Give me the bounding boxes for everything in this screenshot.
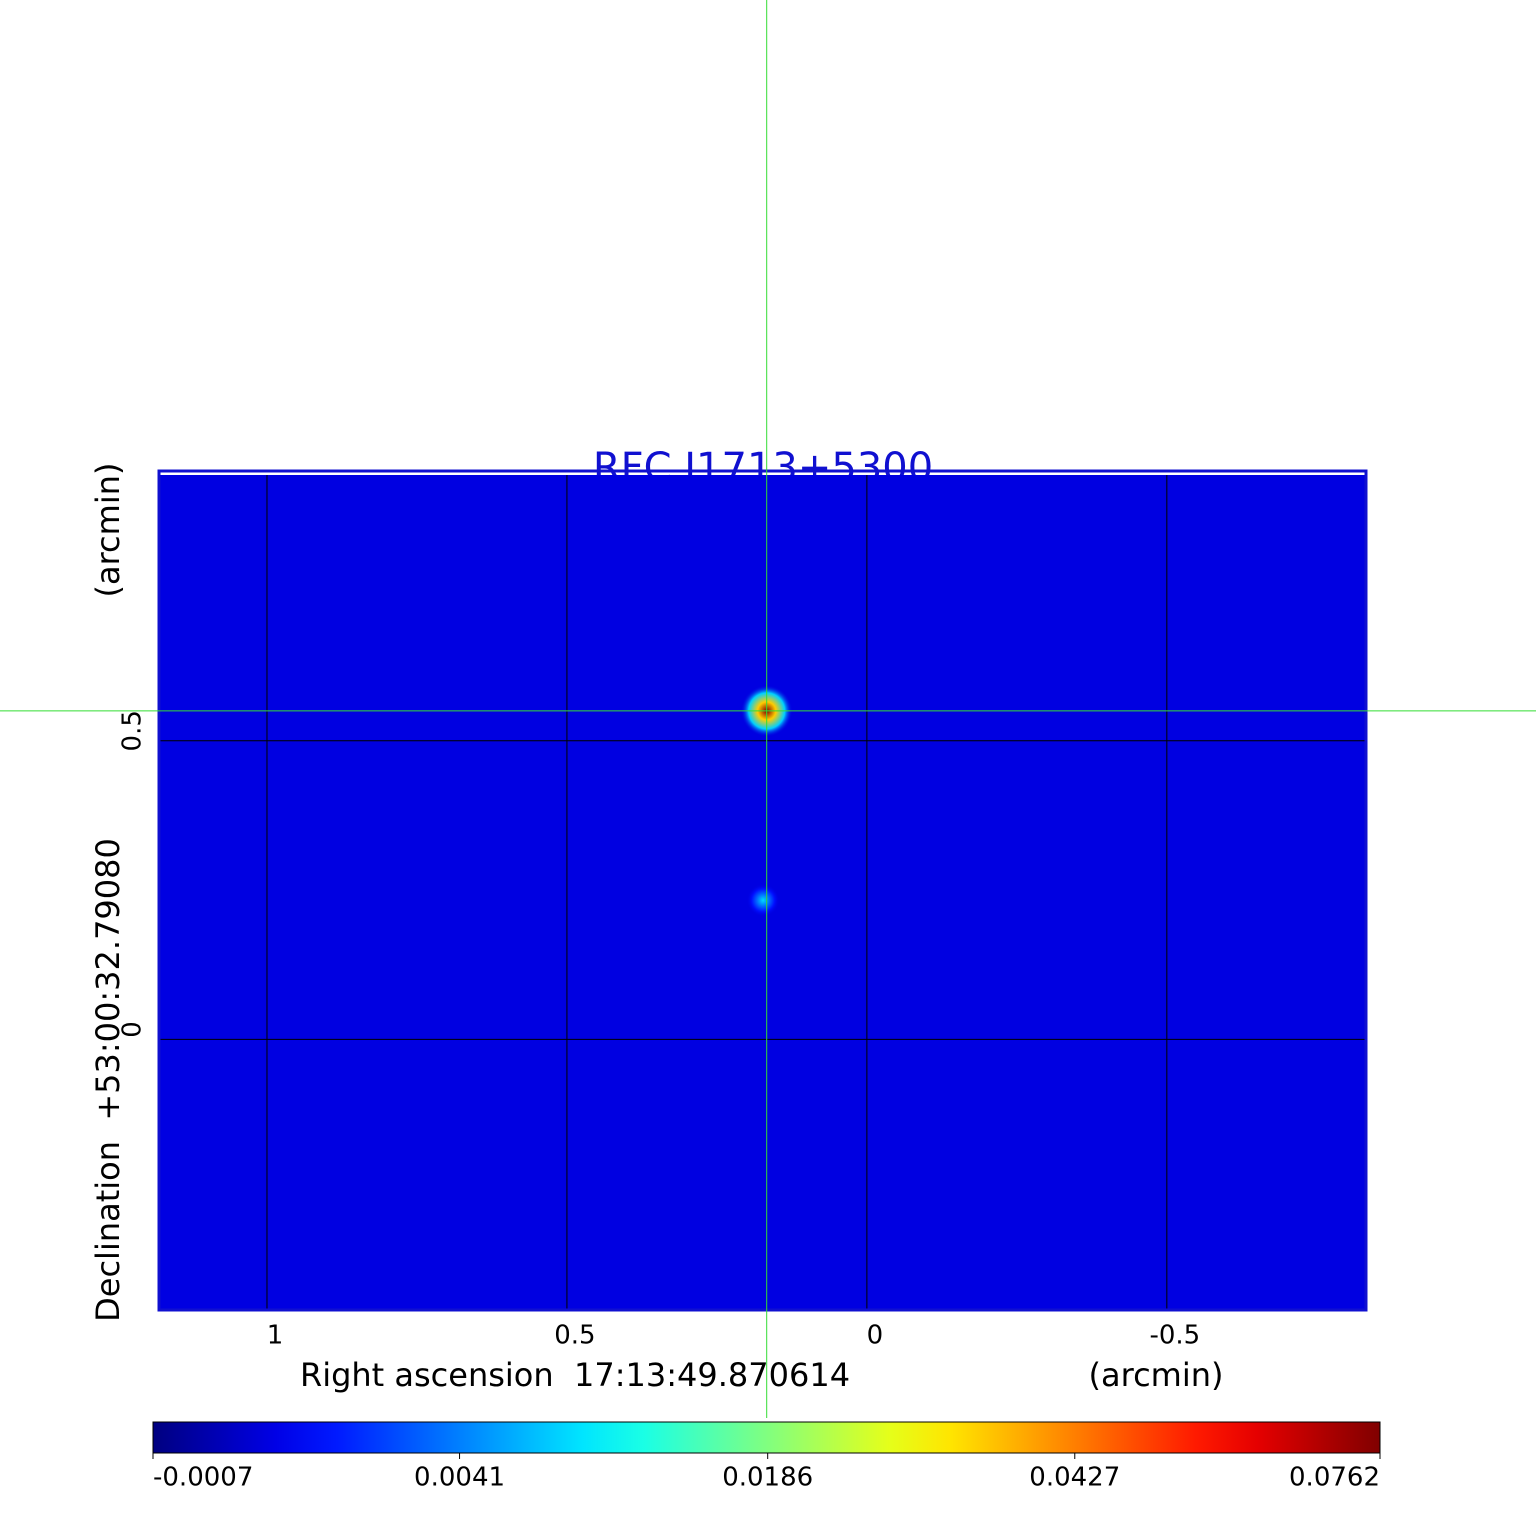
x-axis-label: Right ascension 17:13:49.870614: [300, 1356, 850, 1394]
x-tick-label: 0: [867, 1321, 884, 1351]
x-axis-unit: (arcmin): [1089, 1356, 1224, 1394]
y-axis-label: Declination +53:00:32.79080: [89, 838, 127, 1322]
colorbar-tick-label: 0.0762: [1289, 1463, 1380, 1493]
plot-frame: [157, 469, 1368, 1312]
y-axis-unit: (arcmin): [89, 463, 127, 598]
colorbar-tick-label: 0.0186: [722, 1463, 813, 1493]
x-tick-label: 0.5: [554, 1321, 595, 1351]
colorbar-tick-label: 0.0041: [414, 1463, 505, 1493]
source: [746, 883, 780, 917]
x-tick-label: 1: [267, 1321, 284, 1351]
colorbar: [152, 1421, 1381, 1454]
x-tick-label: -0.5: [1149, 1321, 1200, 1351]
colorbar-tick-label: -0.0007: [153, 1463, 253, 1493]
y-tick-label: 0.5: [118, 710, 148, 751]
colorbar-tick-label: 0.0427: [1029, 1463, 1120, 1493]
y-tick-label: 0: [118, 1021, 148, 1038]
